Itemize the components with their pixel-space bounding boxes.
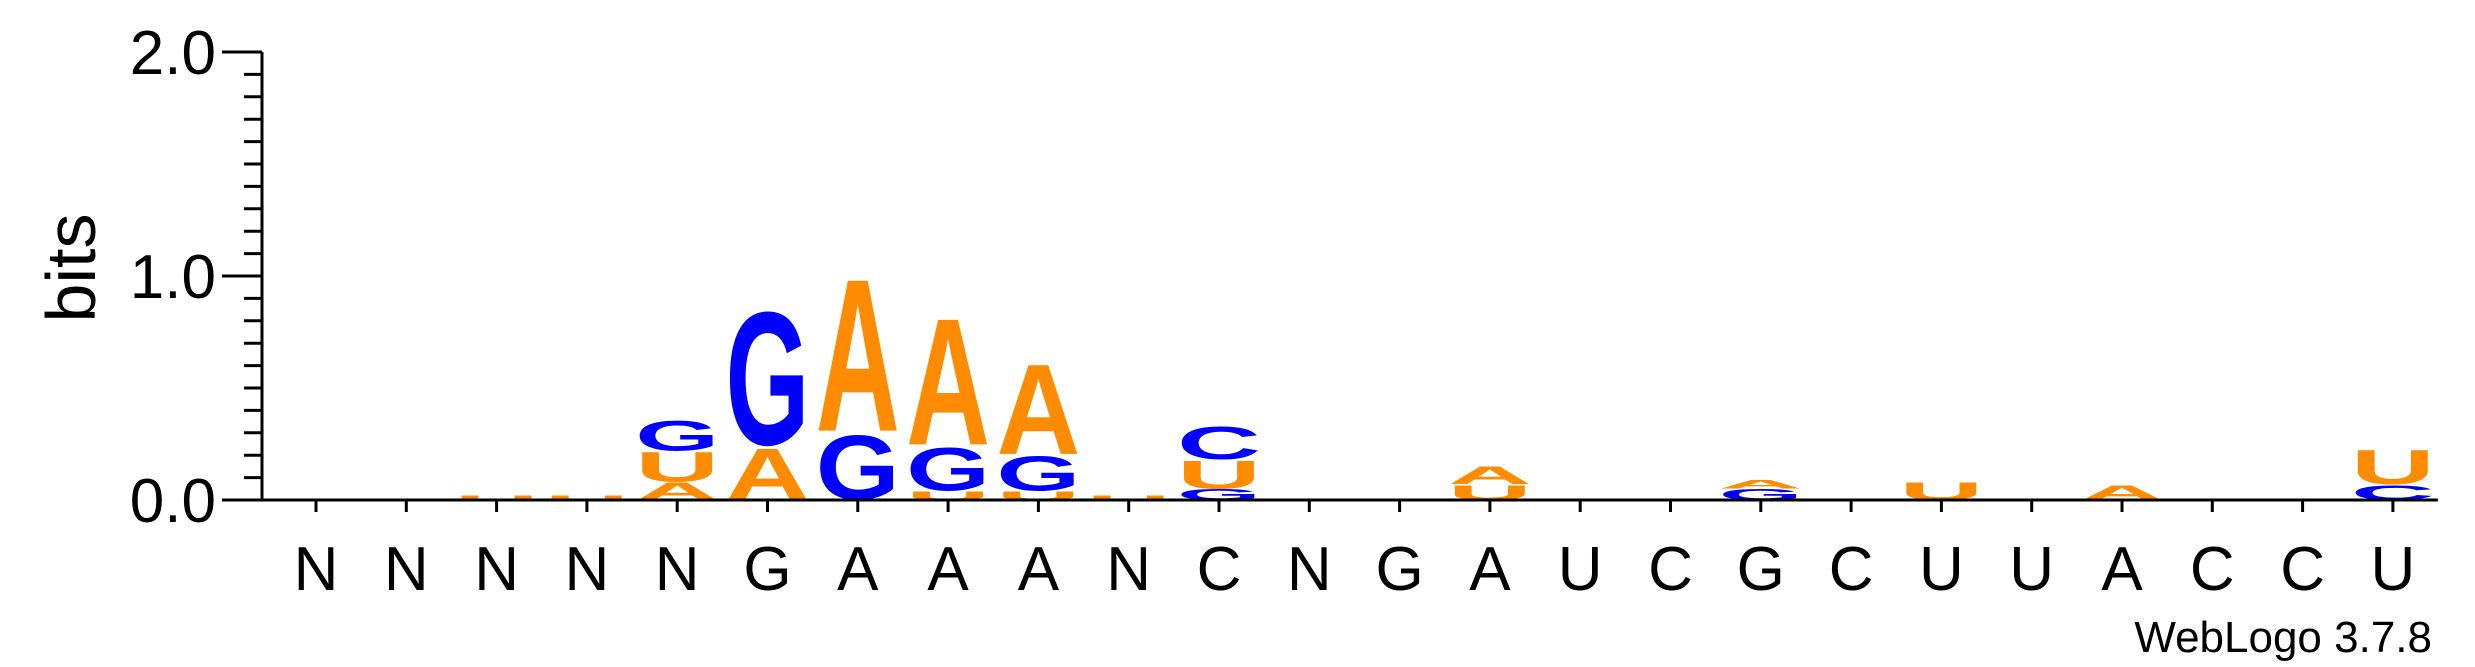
position-label: N bbox=[655, 535, 700, 604]
y-tick-label: 1.0 bbox=[130, 243, 216, 312]
logo-letter: C bbox=[1177, 418, 1261, 470]
position-label: C bbox=[1829, 535, 1874, 604]
y-axis-title: bits bbox=[32, 214, 110, 323]
y-tick-label: 0.0 bbox=[130, 467, 216, 536]
weblogo-credit: WebLogo 3.7.8 bbox=[2134, 613, 2432, 662]
position-label: N bbox=[1287, 535, 1332, 604]
position-label: N bbox=[474, 535, 519, 604]
position-label: A bbox=[2101, 535, 2143, 604]
position-label: C bbox=[1648, 535, 1693, 604]
position-label: N bbox=[1106, 535, 1151, 604]
position-label: A bbox=[1018, 535, 1060, 604]
position-label: N bbox=[294, 535, 339, 604]
position-label: U bbox=[1919, 535, 1964, 604]
logo-letter: A bbox=[1448, 462, 1532, 489]
position-label: U bbox=[2371, 535, 2416, 604]
position-label: C bbox=[2280, 535, 2325, 604]
position-label: A bbox=[927, 535, 969, 604]
logo-letter: A bbox=[1719, 478, 1803, 492]
logo-letter: A bbox=[996, 338, 1080, 482]
position-label: U bbox=[2009, 535, 2054, 604]
position-label: C bbox=[2190, 535, 2235, 604]
logo-letter: U bbox=[2351, 439, 2435, 494]
logo-letter: A bbox=[906, 281, 990, 483]
position-label: N bbox=[565, 535, 610, 604]
position-label: C bbox=[1197, 535, 1242, 604]
logo-letter: A bbox=[816, 235, 900, 478]
position-label: G bbox=[1737, 535, 1785, 604]
y-tick-label: 2.0 bbox=[130, 19, 216, 88]
position-label: A bbox=[837, 535, 879, 604]
position-label: N bbox=[384, 535, 429, 604]
position-label: U bbox=[1558, 535, 1603, 604]
position-label: A bbox=[1469, 535, 1511, 604]
position-label: G bbox=[743, 535, 791, 604]
position-label: G bbox=[1375, 535, 1423, 604]
logo-letter: G bbox=[726, 272, 810, 485]
y-axis: 0.0 1.0 2.0 bbox=[130, 19, 2438, 536]
logo-letter: G bbox=[635, 412, 719, 460]
